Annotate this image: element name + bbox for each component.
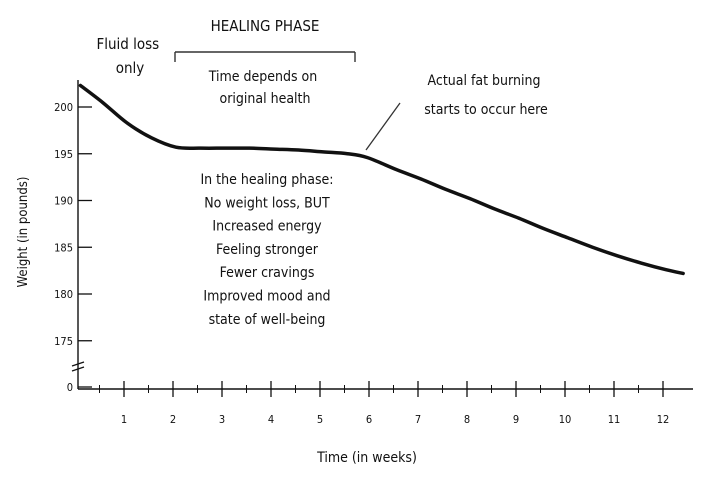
x-tick-label: 9 bbox=[513, 413, 519, 426]
x-tick-label: 4 bbox=[268, 413, 274, 426]
x-axis-title: Time (in weeks) bbox=[316, 450, 417, 466]
y-tick-label: 200 bbox=[54, 101, 73, 114]
healing-note-line: In the healing phase: bbox=[200, 172, 333, 188]
annotation-fat-burning: Actual fat burning starts to occur here bbox=[424, 73, 548, 118]
annotation-healing-notes: In the healing phase: No weight loss, BUT… bbox=[200, 172, 333, 328]
healing-note-line: Improved mood and bbox=[203, 289, 330, 305]
x-tick-label: 8 bbox=[464, 413, 470, 426]
x-tick-label: 7 bbox=[415, 413, 421, 426]
healing-note-line: Increased energy bbox=[212, 219, 322, 235]
annotation-healing-phase: HEALING PHASE bbox=[211, 17, 320, 35]
y-axis-break bbox=[71, 361, 85, 372]
x-tick-label: 6 bbox=[366, 413, 372, 426]
x-tick-label: 2 bbox=[170, 413, 176, 426]
healing-note-line: Feeling stronger bbox=[216, 242, 319, 258]
weight-series-line bbox=[78, 83, 685, 276]
healing-phase-bracket bbox=[174, 51, 356, 62]
x-tick-label: 1 bbox=[121, 413, 127, 426]
y-axis-ticks: 0 175 180 185 190 195 200 bbox=[54, 101, 92, 394]
annotation-time-depends: Time depends on original health bbox=[208, 69, 322, 107]
fat-burning-pointer bbox=[365, 102, 401, 151]
y-tick-label: 195 bbox=[54, 148, 73, 161]
x-tick-label: 5 bbox=[317, 413, 323, 426]
y-tick-label: 175 bbox=[54, 335, 73, 348]
y-tick-label: 185 bbox=[54, 241, 73, 254]
healing-note-line: Fewer cravings bbox=[220, 265, 315, 281]
x-tick-label: 11 bbox=[608, 413, 621, 426]
y-axis-title: Weight (in pounds) bbox=[16, 177, 31, 288]
healing-note-line: state of well-being bbox=[209, 312, 326, 328]
y-tick-label: 0 bbox=[67, 381, 73, 394]
x-tick-label: 10 bbox=[559, 413, 572, 426]
healing-note-line: No weight loss, BUT bbox=[204, 195, 330, 211]
x-tick-label: 12 bbox=[657, 413, 670, 426]
y-tick-label: 180 bbox=[54, 288, 73, 301]
x-tick-label: 3 bbox=[219, 413, 225, 426]
x-axis-ticks: 1 2 3 4 5 6 7 8 9 10 11 12 bbox=[99, 381, 670, 426]
y-tick-label: 190 bbox=[54, 195, 73, 208]
annotation-fluid-loss: Fluid loss only bbox=[96, 35, 163, 77]
